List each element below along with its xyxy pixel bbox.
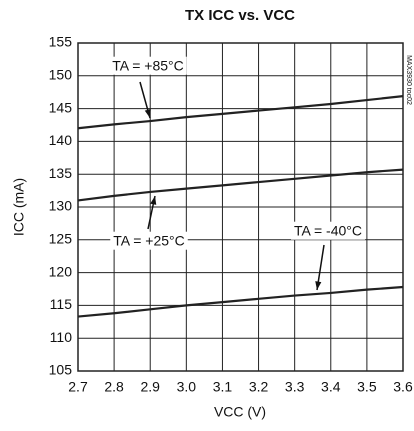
x-tick-label: 3.6 [393, 379, 413, 395]
x-axis-label: VCC (V) [214, 404, 266, 420]
y-tick-label: 115 [50, 296, 73, 312]
y-tick-label: 140 [49, 132, 73, 148]
y-tick-label: 120 [49, 263, 73, 279]
y-tick-label: 105 [49, 362, 73, 378]
y-tick-label: 145 [49, 99, 73, 115]
y-tick-label: 130 [49, 198, 73, 214]
y-tick-label: 155 [49, 34, 73, 50]
x-tick-label: 3.5 [357, 379, 377, 395]
chart-title: TX ICC vs. VCC [185, 7, 295, 24]
x-tick-label: 2.7 [68, 379, 88, 395]
x-tick-label: 3.1 [213, 379, 233, 395]
side-note: MAX3930 toc02 [405, 55, 412, 105]
series-line [77, 285, 404, 318]
x-tick-label: 3.2 [249, 379, 269, 395]
series-line [77, 95, 404, 130]
arrow-head [150, 196, 157, 205]
annotation-bg [110, 231, 188, 250]
annotation-bg [291, 221, 365, 240]
x-tick-label: 3.4 [321, 379, 341, 395]
annotation: TA = +85°C [112, 58, 184, 74]
annotation: TA = -40°C [294, 223, 362, 239]
annotation-bg [109, 56, 187, 75]
y-axis-label: ICC (mA) [11, 178, 27, 236]
series-line [77, 168, 404, 202]
annotation: TA = +25°C [113, 233, 185, 249]
x-tick-label: 2.9 [140, 379, 160, 395]
x-tick-label: 2.8 [104, 379, 124, 395]
arrow-head [144, 109, 151, 118]
plot-frame [77, 42, 404, 372]
x-tick-label: 3.3 [285, 379, 305, 395]
x-tick-label: 3.0 [177, 379, 197, 395]
y-tick-label: 125 [49, 231, 73, 247]
y-tick-label: 110 [50, 329, 73, 345]
arrow-head [315, 281, 322, 290]
y-tick-label: 150 [49, 67, 73, 83]
y-tick-label: 135 [49, 165, 73, 181]
